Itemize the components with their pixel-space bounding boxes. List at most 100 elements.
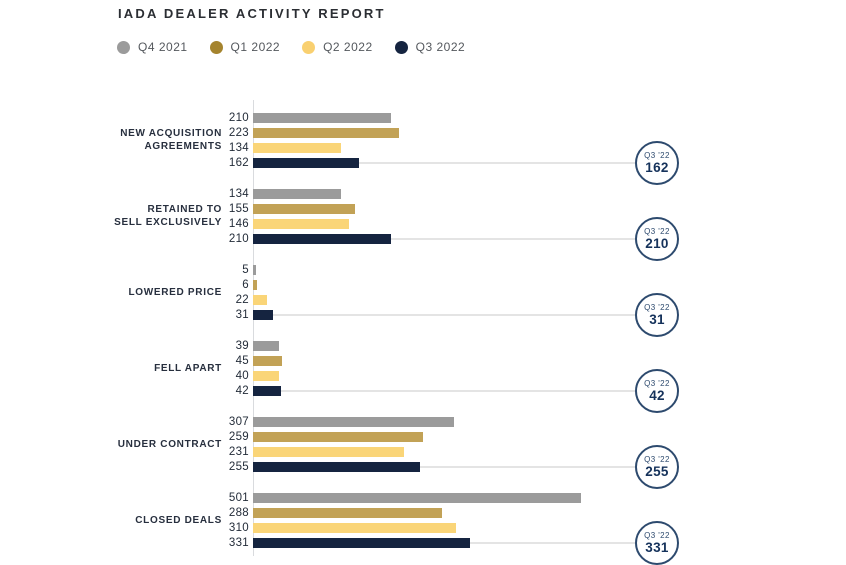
bar-row: 155 <box>0 201 846 216</box>
value-label: 155 <box>228 202 249 215</box>
q3-22-badge: Q3 '22 255 <box>635 444 679 489</box>
value-label: 162 <box>228 156 249 169</box>
bar-row: 210 Q3 '22 210 <box>0 216 846 261</box>
bar-row: 210 <box>0 110 846 125</box>
bar-q4-2021 <box>253 112 391 123</box>
bar-row: 40 <box>0 368 846 383</box>
value-label: 22 <box>235 293 249 306</box>
badge-connector-line <box>253 313 635 316</box>
page-title: IADA DEALER ACTIVITY REPORT <box>118 6 386 21</box>
bar-row: 42 Q3 '22 42 <box>0 368 846 413</box>
value-label: 39 <box>235 339 249 352</box>
badge-connector-line <box>253 465 635 468</box>
badge-quarter-label: Q3 '22 <box>644 150 670 160</box>
value-label: 5 <box>242 263 249 276</box>
legend-dot-icon <box>117 40 130 54</box>
badge-quarter-label: Q3 '22 <box>644 302 670 312</box>
bar-q1-2022 <box>253 355 282 366</box>
bar-q2-2022 <box>253 142 341 153</box>
value-label: 42 <box>235 384 249 397</box>
badge-value: 31 <box>649 311 665 327</box>
bar-row: 223 <box>0 125 846 140</box>
category-label-line: CLOSED DEALS <box>135 514 222 526</box>
value-label: 288 <box>228 506 249 519</box>
legend-dot-icon <box>209 40 223 54</box>
badge-quarter-label: Q3 '22 <box>644 226 670 236</box>
value-label: 310 <box>228 521 249 534</box>
legend-item-q2-2022: Q2 2022 <box>302 40 373 54</box>
bar-row: 5 <box>0 262 846 277</box>
bar-q1-2022 <box>253 127 399 138</box>
value-label: 134 <box>228 187 249 200</box>
bar-q4-2021 <box>253 264 256 275</box>
bar-row: 501 <box>0 490 846 505</box>
value-label: 501 <box>228 491 249 504</box>
value-label: 134 <box>228 141 249 154</box>
badge-quarter-label: Q3 '22 <box>644 378 670 388</box>
bar-row: 6 <box>0 277 846 292</box>
bar-q3-2022 <box>253 233 391 244</box>
legend-item-q1-2022: Q1 2022 <box>209 40 281 54</box>
bar-q1-2022 <box>253 203 355 214</box>
category-label: NEW ACQUISITION AGREEMENTS <box>0 110 222 170</box>
value-label: 307 <box>228 415 249 428</box>
badge-value: 331 <box>645 539 669 555</box>
badge-connector-line <box>253 389 635 392</box>
bar-row: 39 <box>0 338 846 353</box>
category-label-line: RETAINED TO <box>147 204 222 215</box>
value-label: 146 <box>228 217 249 230</box>
bar-q4-2021 <box>253 416 454 427</box>
chart-legend: Q4 2021 Q1 2022 Q2 2022 Q3 2022 <box>117 40 465 54</box>
bar-q1-2022 <box>253 279 257 290</box>
bar-q3-2022 <box>253 461 420 472</box>
q3-22-badge: Q3 '22 42 <box>635 368 679 413</box>
bar-row: 134 <box>0 140 846 155</box>
category-group: LOWERED PRICE 5 6 22 31 Q3 '22 31 <box>0 252 846 337</box>
y-axis-line <box>253 100 254 556</box>
bar-q1-2022 <box>253 431 423 442</box>
bar-row: 259 <box>0 429 846 444</box>
category-label-line: FELL APART <box>154 362 222 374</box>
q3-22-badge: Q3 '22 162 <box>635 140 679 185</box>
bar-q2-2022 <box>253 446 404 457</box>
bar-chart: NEW ACQUISITION AGREEMENTS 210 223 134 162 Q3 … <box>0 100 846 565</box>
bar-q4-2021 <box>253 340 279 351</box>
category-label-line: NEW ACQUISITION <box>120 128 222 139</box>
bar-q3-2022 <box>253 309 273 320</box>
bar-row: 45 <box>0 353 846 368</box>
badge-connector-line <box>253 161 635 164</box>
bar-row: 134 <box>0 186 846 201</box>
bar-q2-2022 <box>253 294 267 305</box>
badge-connector-line <box>253 237 635 240</box>
legend-label: Q4 2021 <box>138 40 188 54</box>
badge-quarter-label: Q3 '22 <box>644 530 670 540</box>
legend-item-q3-2022: Q3 2022 <box>394 40 466 54</box>
bar-row: 22 <box>0 292 846 307</box>
category-label: CLOSED DEALS <box>0 490 222 550</box>
bar-row: 310 <box>0 520 846 535</box>
legend-label: Q3 2022 <box>415 40 466 54</box>
legend-label: Q2 2022 <box>323 40 373 54</box>
bar-q1-2022 <box>253 507 442 518</box>
category-group: RETAINED TO SELL EXCLUSIVELY 134 155 146 210 Q… <box>0 176 846 261</box>
value-label: 231 <box>228 445 249 458</box>
category-group: NEW ACQUISITION AGREEMENTS 210 223 134 162 Q3 … <box>0 100 846 185</box>
bar-row: 288 <box>0 505 846 520</box>
bar-row: 31 Q3 '22 31 <box>0 292 846 337</box>
category-label: UNDER CONTRACT <box>0 414 222 474</box>
legend-item-q4-2021: Q4 2021 <box>117 40 188 54</box>
q3-22-badge: Q3 '22 31 <box>635 292 679 337</box>
legend-dot-icon <box>394 40 408 54</box>
value-label: 6 <box>242 278 249 291</box>
value-label: 31 <box>235 308 249 321</box>
category-label-line: LOWERED PRICE <box>128 286 222 298</box>
bar-q3-2022 <box>253 157 359 168</box>
category-label-line: AGREEMENTS <box>144 141 222 152</box>
category-label-line: UNDER CONTRACT <box>117 438 222 450</box>
category-label: RETAINED TO SELL EXCLUSIVELY <box>0 186 222 246</box>
bar-q2-2022 <box>253 218 349 229</box>
category-label: FELL APART <box>0 338 222 398</box>
value-label: 255 <box>228 460 249 473</box>
bar-q3-2022 <box>253 537 470 548</box>
bar-row: 307 <box>0 414 846 429</box>
